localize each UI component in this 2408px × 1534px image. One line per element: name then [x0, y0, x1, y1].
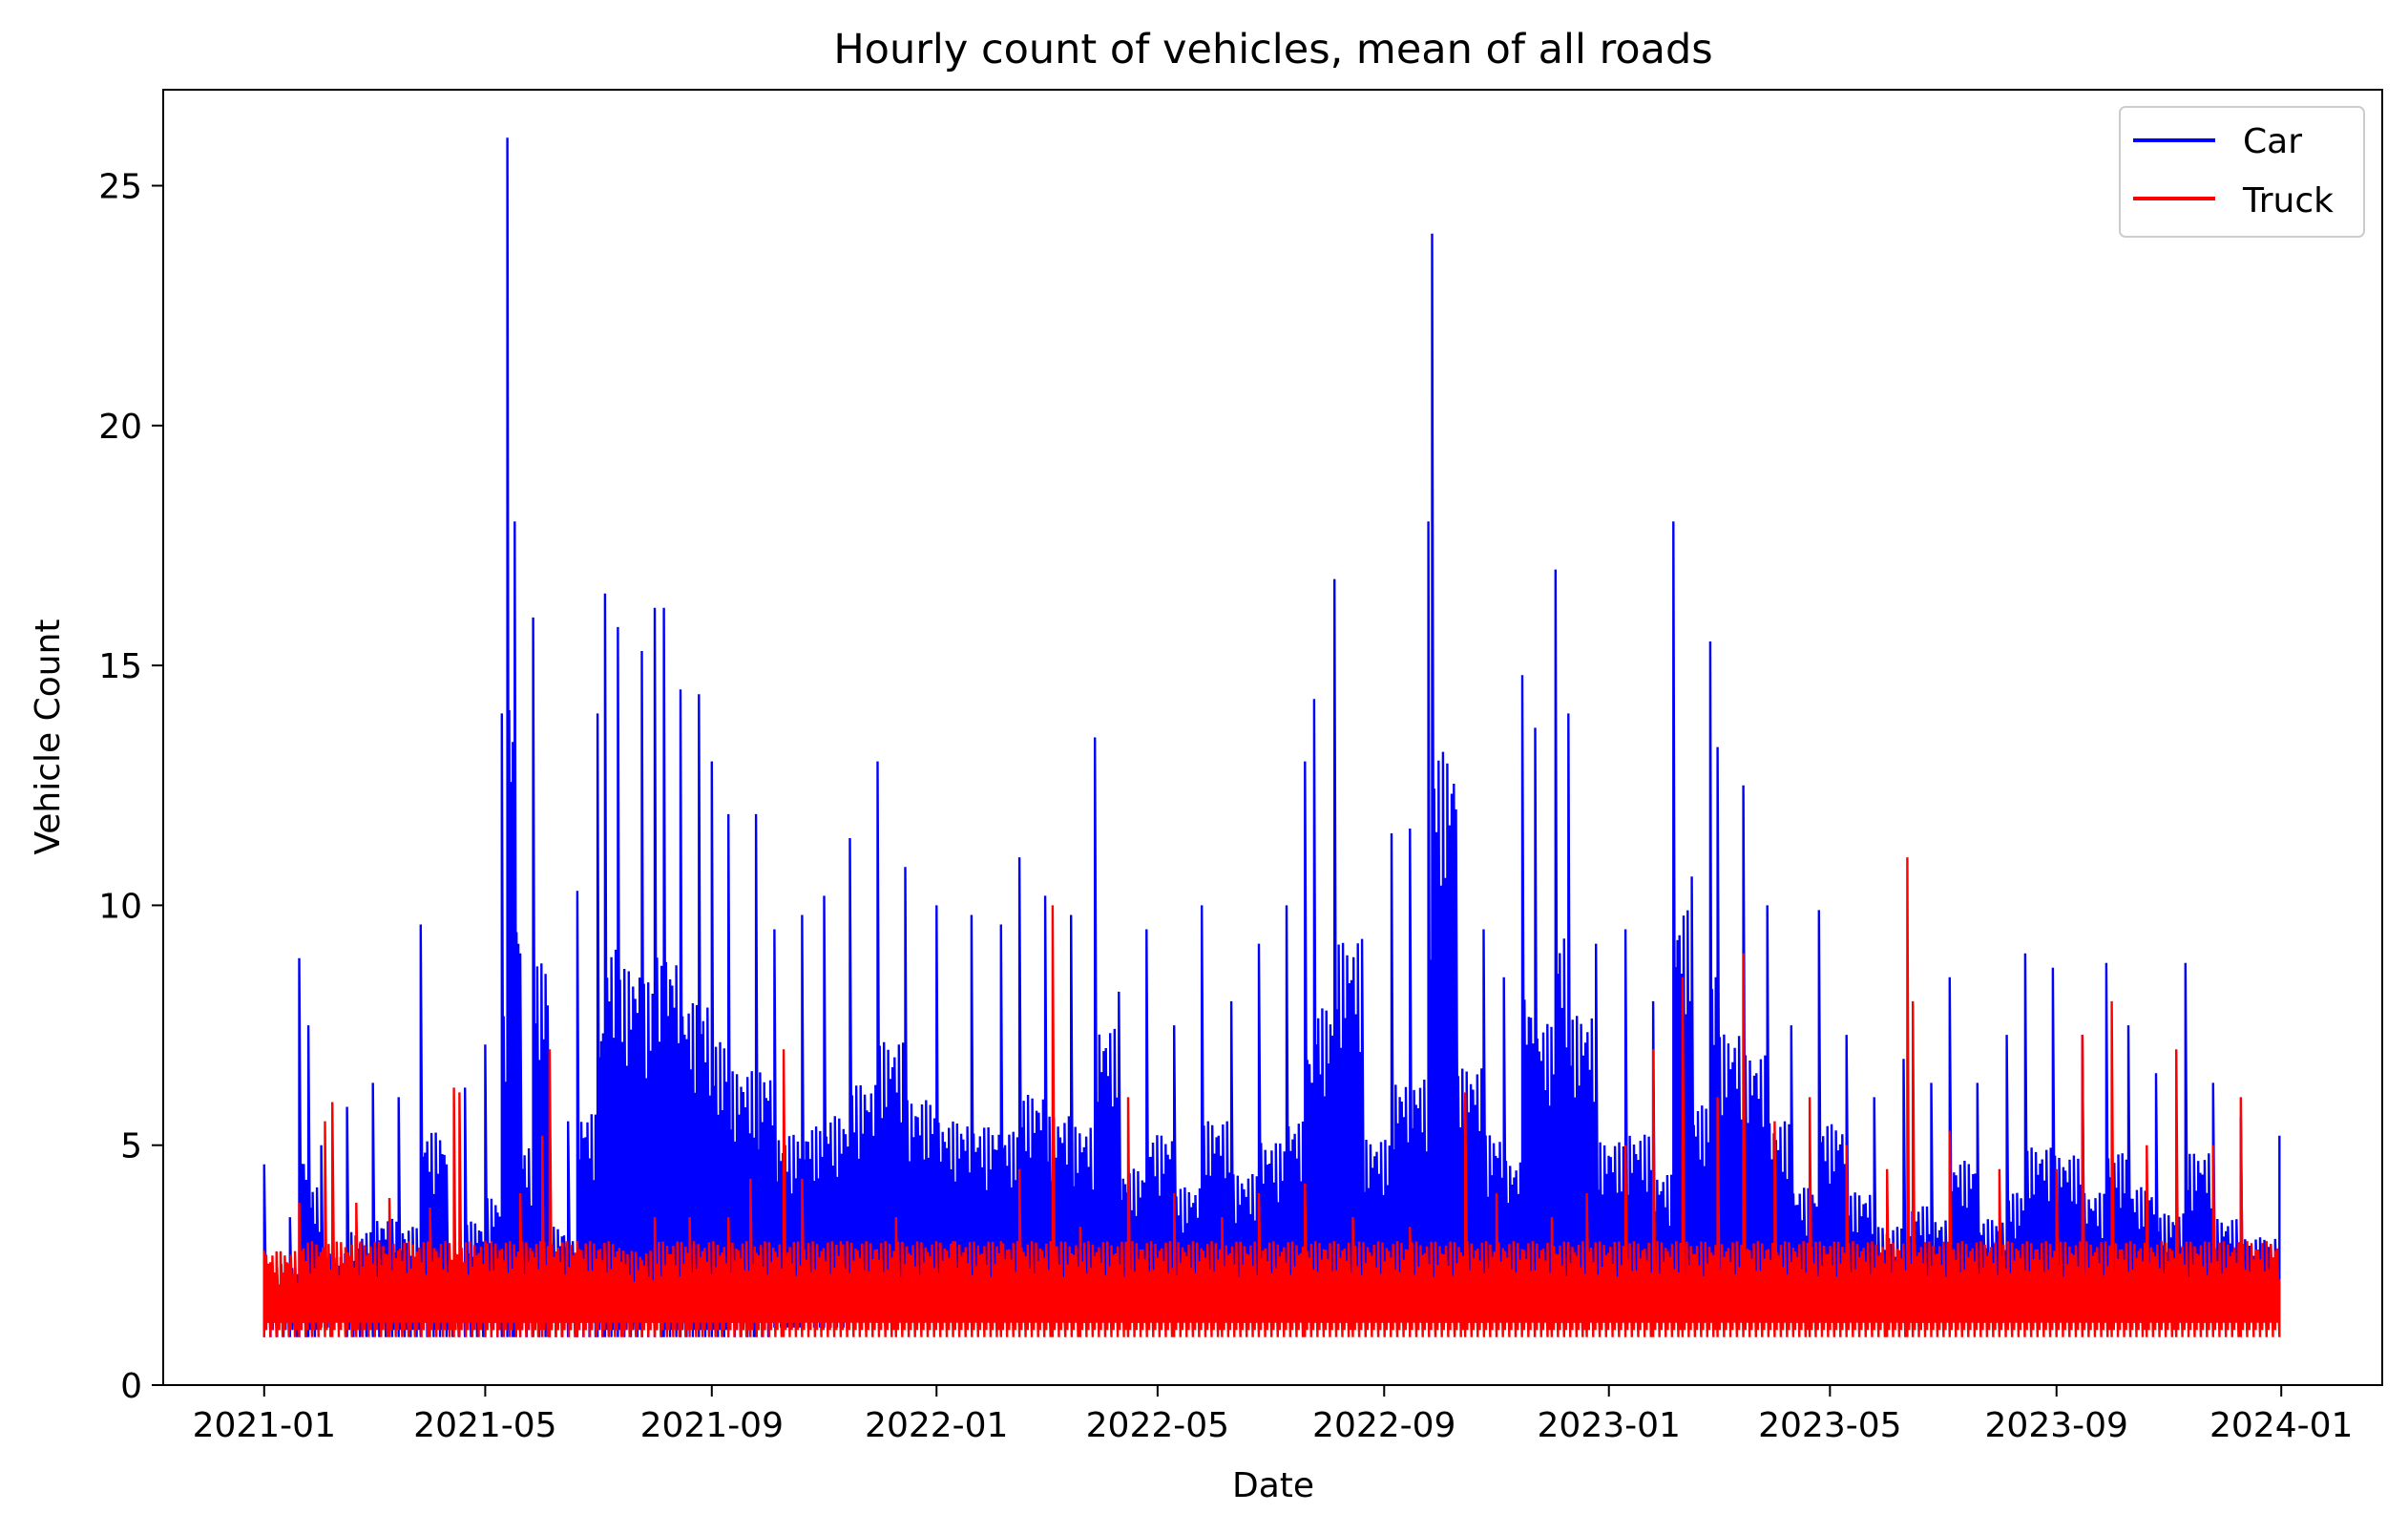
series-layer [262, 137, 2281, 1337]
x-tick-label: 2024-01 [2209, 1406, 2353, 1445]
x-tick-label: 2023-05 [1758, 1406, 1901, 1445]
x-tick-label: 2023-01 [1538, 1406, 1681, 1445]
legend-label-car: Car [2243, 122, 2302, 161]
y-tick-label: 15 [98, 647, 142, 686]
y-tick-label: 25 [98, 168, 142, 207]
plot-area-frame [162, 89, 2383, 1386]
y-axis-label: Vehicle Count [29, 619, 68, 854]
x-axis-label: Date [1232, 1466, 1314, 1505]
y-tick-label: 5 [120, 1127, 142, 1166]
y-tick-label: 0 [120, 1367, 142, 1406]
x-tick-label: 2022-05 [1086, 1406, 1229, 1445]
x-tick-label: 2021-09 [640, 1406, 784, 1445]
y-tick-label: 20 [98, 408, 142, 447]
x-tick-label: 2022-01 [865, 1406, 1008, 1445]
x-axis: 2021-01 2021-05 2021-09 2022-01 2022-05 2022-… [193, 1385, 2353, 1445]
x-tick-label: 2021-05 [413, 1406, 556, 1445]
legend-label-truck: Truck [2242, 181, 2334, 221]
series-line-truck [262, 857, 2281, 1337]
y-axis: 0 5 10 15 20 25 [98, 168, 163, 1406]
chart-title: Hourly count of vehicles, mean of all ro… [833, 26, 1712, 74]
x-tick-label: 2022-09 [1312, 1406, 1455, 1445]
y-tick-label: 10 [98, 887, 142, 926]
x-tick-label: 2021-01 [193, 1406, 336, 1445]
legend: Car Truck [2119, 106, 2365, 238]
x-tick-label: 2023-09 [1985, 1406, 2128, 1445]
